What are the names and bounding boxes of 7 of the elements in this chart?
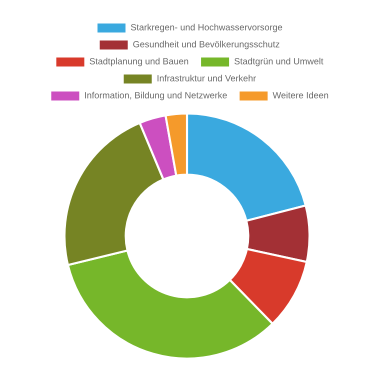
legend-label: Starkregen- und Hochwasservorsorge (130, 24, 282, 32)
legend-label: Information, Bildung und Netzwerke (85, 92, 227, 100)
legend-label: Weitere Ideen (272, 92, 328, 98)
legend-label: Stadtgrün und Umwelt (234, 58, 324, 66)
legend-label: Infrastruktur und Verkehr (158, 74, 256, 82)
legend-label: Gesundheit und Bevölkerungsschutz (133, 40, 280, 50)
legend-label: Stadtplanung und Bauen (90, 58, 188, 66)
